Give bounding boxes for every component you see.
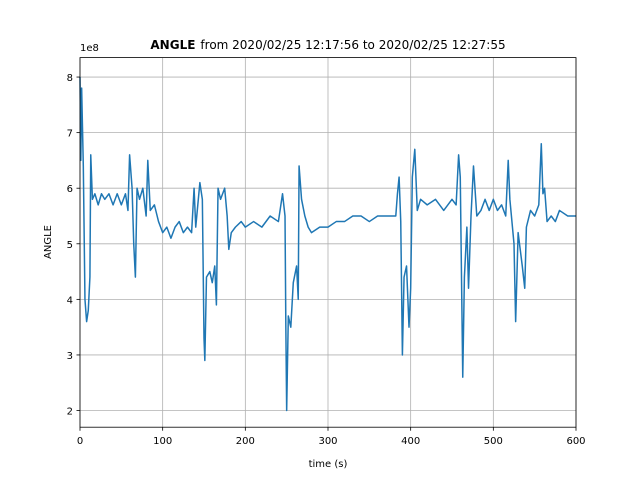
chart-title: ANGLE from 2020/02/25 12:17:56 to 2020/02…	[150, 38, 505, 52]
x-tick-label: 600	[566, 436, 585, 447]
title-rest: from 2020/02/25 12:17:56 to 2020/02/25 1…	[200, 38, 505, 52]
y-tick-label: 7	[67, 129, 73, 140]
y-tick-label: 6	[67, 184, 73, 195]
offset-text: 1e8	[80, 43, 99, 54]
x-tick-label: 300	[318, 436, 337, 447]
x-axis-label: time (s)	[309, 459, 348, 470]
title-bold: ANGLE	[150, 38, 195, 52]
data-line	[79, 77, 576, 412]
y-tick-label: 2	[67, 407, 73, 418]
y-tick-label: 3	[67, 351, 73, 362]
x-tick-label: 400	[401, 436, 420, 447]
y-tick-label: 8	[67, 73, 73, 84]
y-tick-label: 5	[67, 240, 73, 251]
x-tick-label: 100	[153, 436, 172, 447]
y-axis-label: ANGLE	[43, 225, 54, 259]
x-tick-label: 200	[236, 436, 255, 447]
x-tick-label: 0	[77, 436, 83, 447]
x-tick-label: 500	[484, 436, 503, 447]
y-tick-label: 4	[67, 295, 73, 306]
